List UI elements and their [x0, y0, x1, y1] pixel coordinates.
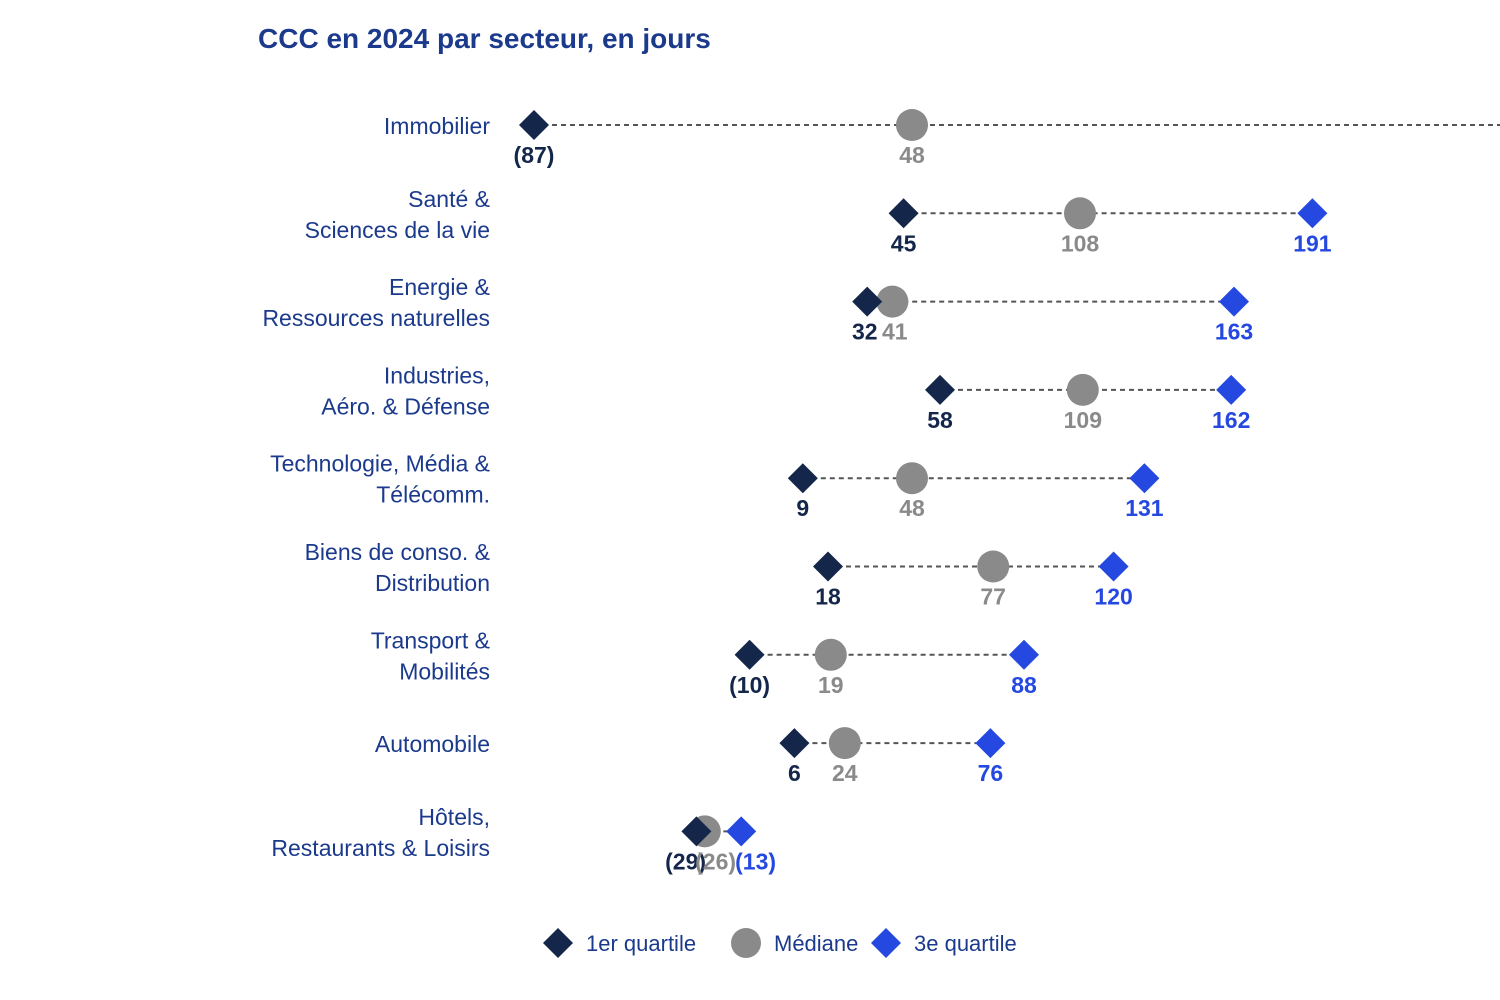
q1-value-label: (87) — [514, 142, 555, 168]
q3-value-label: 162 — [1212, 407, 1250, 433]
q1-marker — [734, 639, 765, 670]
category-label-line: Energie & — [389, 274, 490, 300]
q1-marker — [779, 728, 810, 759]
category-label-line: Automobile — [375, 731, 490, 757]
q1-marker — [681, 816, 712, 847]
q1-marker — [888, 198, 919, 229]
legend-item: Médiane — [731, 928, 858, 958]
q1-value-label: 9 — [796, 495, 809, 521]
chart-row: Hôtels, Restaurants & Loisirs (29)(26) (13) — [271, 804, 776, 875]
median-value-label: 41 — [882, 319, 908, 345]
category-label-line: Technologie, Média & — [270, 451, 490, 477]
median-value-label: 24 — [832, 760, 858, 786]
chart-rows: Immobilier(87)48306Santé &Sciences de la… — [262, 109, 1500, 874]
median-value-label: 19 — [818, 672, 844, 698]
chart-row: Technologie, Média & Télécomm. 9 48 131 — [270, 451, 1164, 522]
q1-value-label: 18 — [815, 584, 841, 610]
q3-value-label: 163 — [1215, 319, 1253, 345]
legend-swatch-circle — [731, 928, 761, 958]
q3-marker — [1216, 374, 1247, 405]
q1-value-label: 58 — [927, 407, 953, 433]
category-label: Biens de conso. & Distribution — [305, 539, 490, 596]
category-label: Energie & Ressources naturelles — [262, 274, 490, 331]
category-label: Immobilier — [384, 113, 490, 139]
category-label-line: Restaurants & Loisirs — [271, 835, 490, 861]
q3-value-label: 88 — [1011, 672, 1037, 698]
q3-marker — [1098, 551, 1129, 582]
category-label-line: Transport & — [371, 627, 490, 653]
median-value-label: 48 — [899, 142, 925, 168]
median-value-label: 108 — [1061, 230, 1100, 256]
median-marker — [896, 109, 928, 141]
median-marker — [876, 285, 909, 318]
chart-title: CCC en 2024 par secteur, en jours — [258, 23, 711, 54]
q1-marker — [925, 374, 955, 405]
category-label: Industries, Aéro. & Défense — [321, 362, 490, 419]
chart-row: Industries, Aéro. & Défense 58 109 162 — [321, 362, 1250, 433]
q3-marker — [726, 816, 757, 847]
chart-row: Biens de conso. & Distribution 18 77 120 — [305, 539, 1133, 610]
chart-row: Automobile 6 24 76 — [375, 727, 1006, 786]
chart-row: Santé & Sciences de la vie 45 108 191 — [305, 186, 1332, 256]
median-value-label: 109 — [1064, 407, 1102, 433]
category-label-line: Sciences de la vie — [305, 217, 490, 243]
category-label-line: Aéro. & Défense — [321, 393, 490, 419]
legend-swatch-diamond — [871, 928, 901, 958]
category-label-line: Distribution — [375, 570, 490, 596]
category-label-line: Santé & — [408, 186, 490, 212]
q1-value-label: (10) — [729, 672, 770, 698]
category-label-line: Hôtels, — [418, 804, 490, 830]
category-label-line: Biens de conso. & — [305, 539, 490, 565]
legend-label: 3e quartile — [914, 931, 1017, 956]
legend-label: 1er quartile — [586, 931, 696, 956]
q1-marker — [787, 463, 818, 494]
category-label: Technologie, Média & Télécomm. — [270, 451, 490, 508]
q3-marker — [1219, 286, 1249, 317]
q1-marker — [813, 551, 843, 582]
q1-marker — [519, 110, 549, 140]
median-marker — [814, 638, 847, 671]
chart-row: Immobilier(87)48306 — [384, 109, 1500, 168]
median-marker — [896, 462, 928, 495]
chart-row: Transport & Mobilités (10) 19 88 — [371, 627, 1039, 698]
q1-marker — [852, 286, 883, 317]
median-marker — [1066, 373, 1099, 406]
q1-value-label: 32 — [852, 319, 878, 345]
q3-value-label: 76 — [978, 760, 1004, 786]
q3-value-label: 131 — [1125, 495, 1164, 521]
q3-marker — [1297, 198, 1328, 229]
category-label-line: Ressources naturelles — [262, 305, 490, 331]
category-label: Automobile — [375, 731, 490, 757]
q1-value-label: 6 — [788, 760, 801, 786]
median-marker — [1064, 197, 1096, 230]
q3-value-label: (13) — [735, 848, 776, 874]
legend-swatch-diamond — [543, 928, 573, 958]
category-label-line: Mobilités — [399, 658, 490, 684]
category-label-line: Immobilier — [384, 113, 490, 139]
legend-item: 1er quartile — [543, 928, 696, 958]
category-label: Hôtels, Restaurants & Loisirs — [271, 804, 490, 861]
chart-row: Energie & Ressources naturelles 32 41 163 — [262, 274, 1253, 345]
median-value-label: (26) — [695, 848, 736, 874]
median-value-label: 77 — [980, 584, 1006, 610]
q3-value-label: 191 — [1293, 230, 1332, 256]
q3-marker — [1009, 639, 1039, 670]
q1-value-label: 45 — [891, 230, 917, 256]
q3-value-label: 120 — [1094, 584, 1132, 610]
q3-marker — [1129, 463, 1160, 494]
category-label: Transport & Mobilités — [371, 627, 490, 684]
q3-marker — [975, 728, 1006, 759]
chart-legend: 1er quartile Médiane 3e quartile — [543, 928, 1017, 958]
category-label-line: Industries, — [384, 362, 490, 388]
legend-item: 3e quartile — [871, 928, 1017, 958]
median-marker — [977, 550, 1010, 583]
median-marker — [828, 727, 861, 760]
category-label: Santé & Sciences de la vie — [305, 186, 490, 243]
median-value-label: 48 — [899, 495, 925, 521]
legend-label: Médiane — [774, 931, 858, 956]
category-label-line: Télécomm. — [376, 482, 490, 508]
q1-value-label: (29) — [665, 848, 706, 874]
